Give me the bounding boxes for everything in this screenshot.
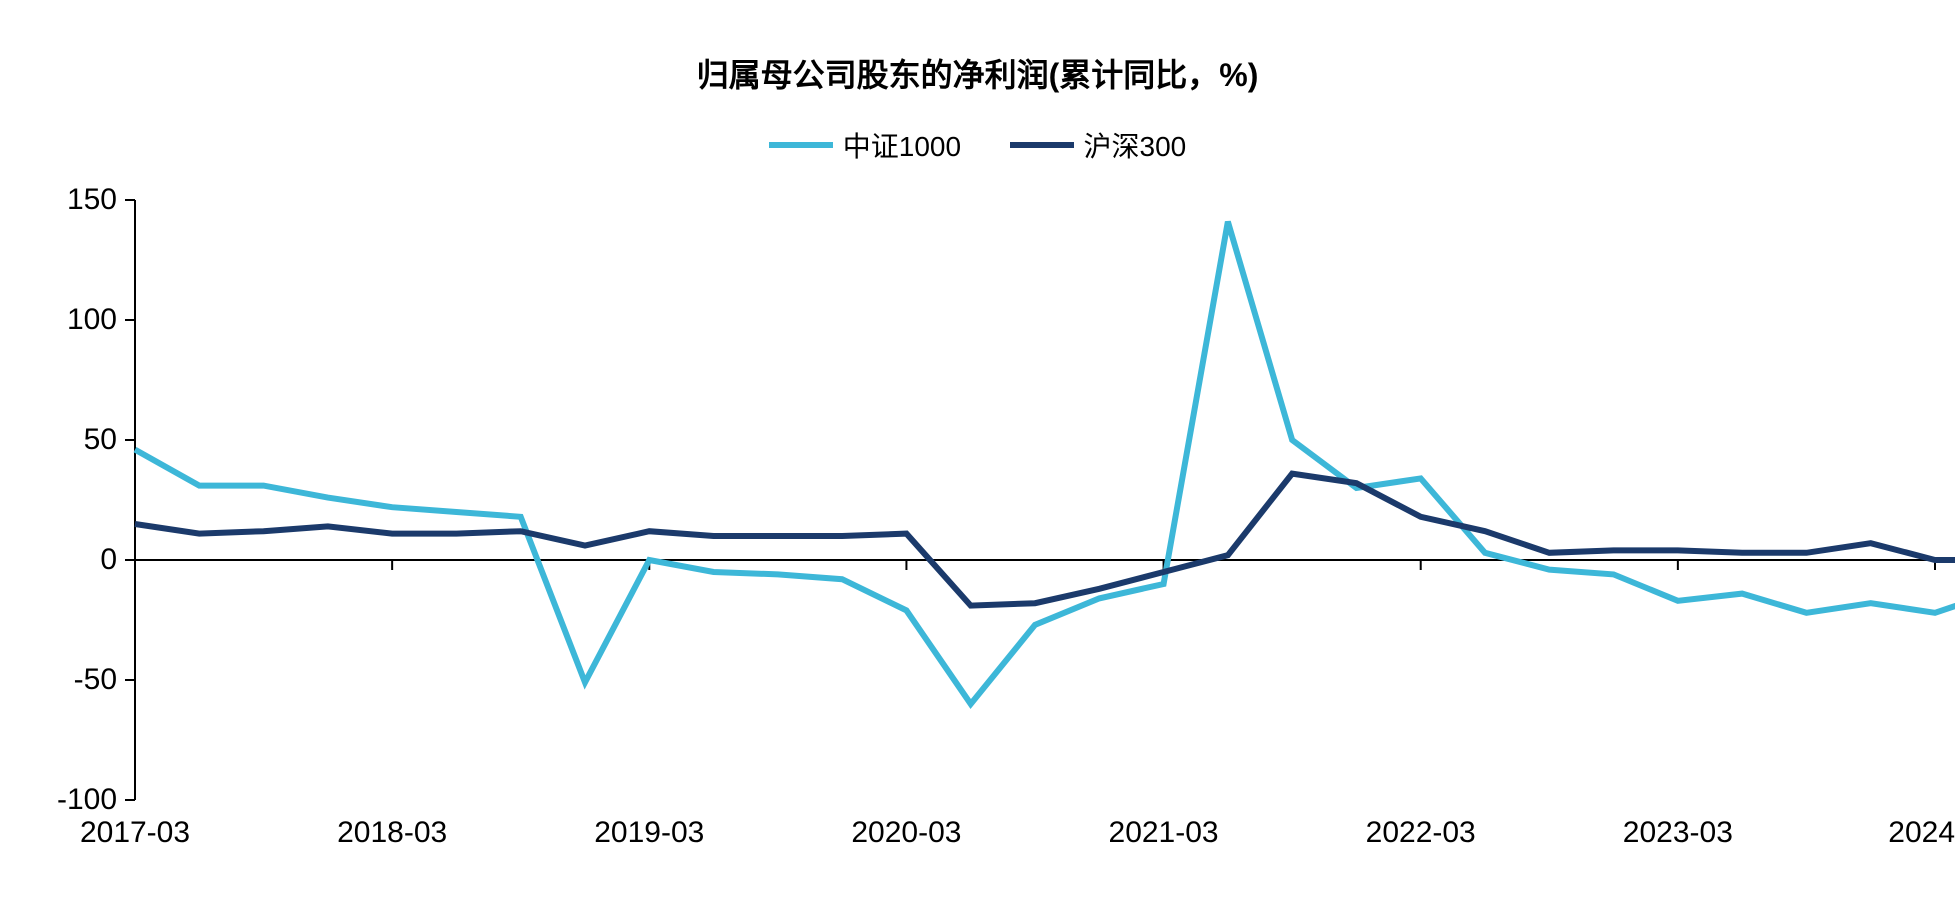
series-line-0 [135,222,1955,704]
series-line-1 [135,474,1955,606]
chart-container: 归属母公司股东的净利润(累计同比，%) 中证1000 沪深300 -100-50… [0,0,1955,913]
plot-area [0,0,1955,913]
